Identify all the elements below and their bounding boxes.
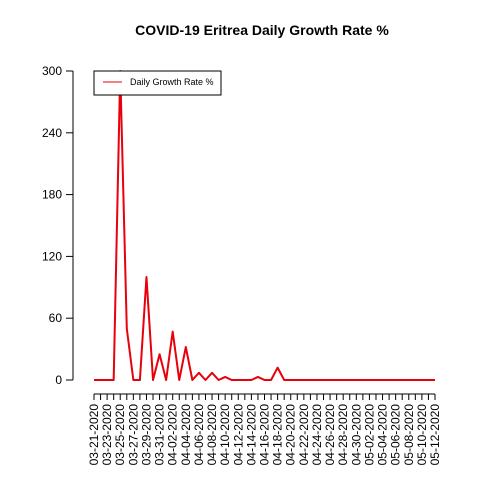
x-tick-label: 04-24-2020 <box>310 404 324 466</box>
x-tick-label: 04-08-2020 <box>205 404 219 466</box>
chart-title: COVID-19 Eritrea Daily Growth Rate % <box>135 22 389 38</box>
x-tick-label: 03-21-2020 <box>87 404 101 466</box>
legend-label: Daily Growth Rate % <box>130 77 214 87</box>
x-tick-label: 03-25-2020 <box>113 404 127 466</box>
x-tick-label: 04-14-2020 <box>244 404 258 466</box>
legend: Daily Growth Rate % <box>93 70 222 96</box>
x-axis: 03-21-2020 03-23-2020 03-25-2020 03-27-2020… <box>87 393 442 466</box>
x-tick-label: 05-12-2020 <box>428 404 442 466</box>
x-tick-label: 04-22-2020 <box>297 404 311 466</box>
x-tick-label: 04-06-2020 <box>192 404 206 466</box>
x-tick-label: 05-02-2020 <box>362 404 376 466</box>
x-tick-label: 05-06-2020 <box>389 404 403 466</box>
series-line <box>94 70 435 381</box>
x-tick-label: 04-12-2020 <box>231 404 245 466</box>
y-tick-label: 240 <box>42 126 62 140</box>
x-tick-label: 04-16-2020 <box>258 404 272 466</box>
x-tick-label: 03-27-2020 <box>126 404 140 466</box>
legend-box <box>93 70 222 96</box>
x-tick-label: 04-18-2020 <box>271 404 285 466</box>
x-tick-label: 04-20-2020 <box>284 404 298 466</box>
x-tick-label: 04-10-2020 <box>218 404 232 466</box>
x-tick-label: 05-10-2020 <box>415 404 429 466</box>
plot-area <box>94 70 435 381</box>
x-tick-label: 05-04-2020 <box>376 404 390 466</box>
y-tick-label: 120 <box>42 249 62 263</box>
x-tick-label: 05-08-2020 <box>402 404 416 466</box>
y-tick-label: 180 <box>42 188 62 202</box>
x-tick-label: 04-04-2020 <box>179 404 193 466</box>
x-tick-label: 04-30-2020 <box>349 404 363 466</box>
y-axis: 0 60 120 180 240 300 <box>42 64 74 387</box>
x-tick-label: 03-23-2020 <box>100 404 114 466</box>
y-tick-label: 300 <box>42 64 62 78</box>
y-tick-label: 60 <box>49 311 63 325</box>
x-tick-label: 03-29-2020 <box>139 404 153 466</box>
x-tick-label: 03-31-2020 <box>153 404 167 466</box>
x-tick-label: 04-02-2020 <box>166 404 180 466</box>
y-tick-label: 0 <box>55 373 62 387</box>
x-tick-label: 04-26-2020 <box>323 404 337 466</box>
x-tick-label: 04-28-2020 <box>336 404 350 466</box>
